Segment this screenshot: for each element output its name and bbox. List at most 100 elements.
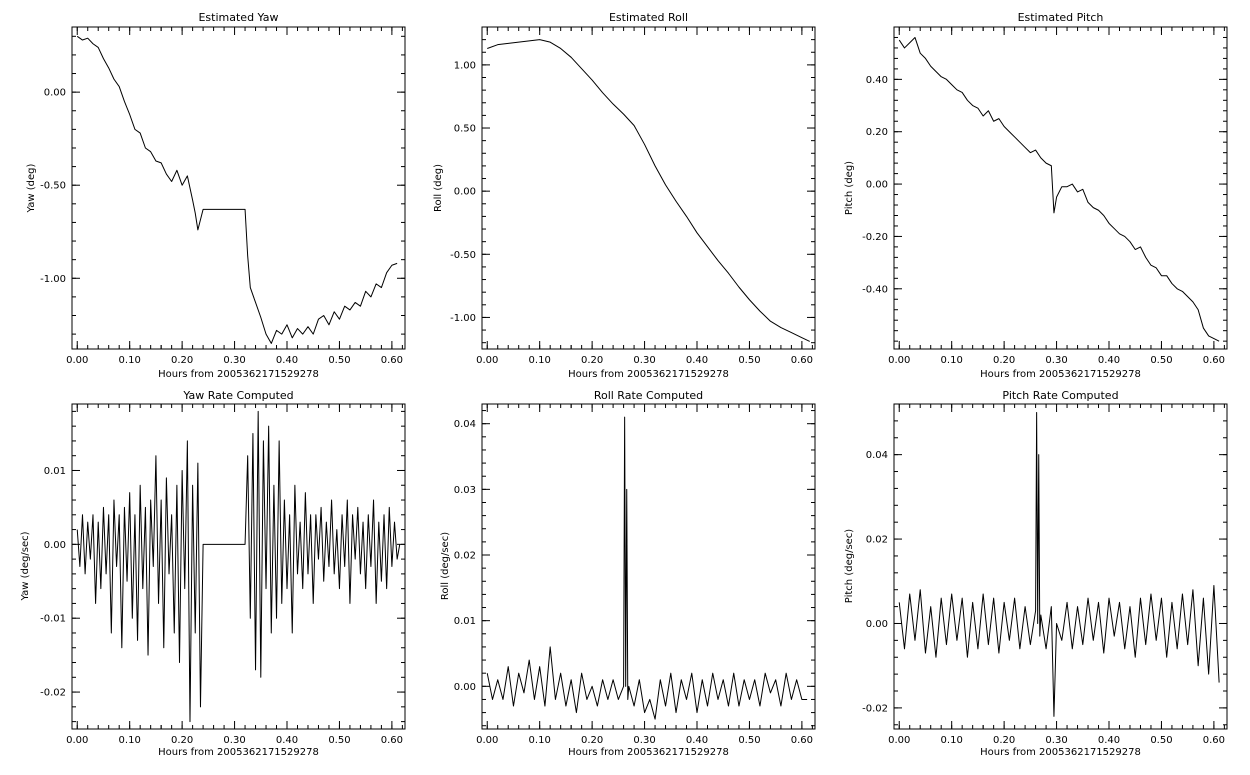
y-tick-label: 0.00 [44,88,66,99]
x-tick-label: 0.50 [738,355,760,366]
x-tick-label: 0.30 [223,355,245,366]
x-tick-label: 0.50 [1150,735,1172,746]
y-tick-label: 0.40 [866,75,888,86]
y-tick-label: 0.20 [866,127,888,138]
panel-title: Estimated Roll [609,11,688,24]
panel-estimated-roll: Estimated Roll Hours from 20053621715292… [433,11,816,380]
panel-title: Estimated Yaw [198,11,278,24]
panel-title: Roll Rate Computed [594,389,703,402]
y-tick-label: -0.40 [862,284,888,295]
plot-frame [893,26,1228,350]
x-tick-label: 0.00 [66,735,88,746]
x-tick-label: 0.20 [581,735,603,746]
series-line [76,35,398,344]
panel-pitch-rate: Pitch Rate Computed Hours from 200536217… [844,389,1228,758]
y-tick-label: 1.00 [454,60,476,71]
y-tick-label: 0.00 [454,682,476,693]
panel-title: Estimated Pitch [1018,11,1104,24]
x-tick-label: 0.10 [119,735,141,746]
y-tick-label: -0.20 [862,232,888,243]
x-tick-label: 0.40 [1098,735,1120,746]
x-tick-label: 0.30 [633,355,655,366]
y-tick-label: 0.02 [454,551,476,562]
y-axis-label: Roll (deg) [433,164,444,212]
x-tick-label: 0.60 [381,355,403,366]
panel-estimated-yaw: Estimated Yaw Hours from 200536217152927… [26,11,406,380]
y-tick-label: -1.00 [40,274,66,285]
y-tick-label: -0.02 [40,688,66,699]
x-tick-label: 0.60 [1203,735,1225,746]
x-tick-label: 0.00 [888,355,910,366]
x-tick-label: 0.00 [476,355,498,366]
x-tick-label: 0.20 [171,355,193,366]
plot-frame [893,403,1228,730]
y-tick-label: 0.02 [866,535,888,546]
y-axis-label: Pitch (deg/sec) [844,529,855,604]
x-axis-label: Hours from 2005362171529278 [158,369,319,380]
x-tick-label: 0.40 [276,355,298,366]
x-tick-label: 0.40 [686,735,708,746]
series-line [486,416,808,720]
x-tick-label: 0.10 [941,735,963,746]
x-tick-label: 0.30 [1045,735,1067,746]
plot-frame [481,26,816,350]
panel-title: Yaw Rate Computed [182,389,293,402]
x-axis-label: Hours from 2005362171529278 [568,747,729,758]
y-tick-label: 0.00 [454,187,476,198]
y-axis-label: Roll (deg/sec) [440,532,451,600]
x-tick-label: 0.00 [888,735,910,746]
y-tick-label: 0.00 [866,619,888,630]
x-axis-label: Hours from 2005362171529278 [568,369,729,380]
x-tick-label: 0.20 [581,355,603,366]
plot-frame [71,403,406,730]
x-axis-label: Hours from 2005362171529278 [980,747,1141,758]
x-tick-label: 0.50 [738,735,760,746]
x-tick-label: 0.20 [993,355,1015,366]
x-tick-label: 0.30 [633,735,655,746]
y-tick-label: 0.00 [44,540,66,551]
x-tick-label: 0.10 [119,355,141,366]
y-tick-label: -0.01 [40,614,66,625]
y-axis-label: Yaw (deg) [26,163,37,213]
x-tick-label: 0.00 [66,355,88,366]
y-tick-label: 0.04 [866,450,888,461]
y-tick-label: -1.00 [450,313,476,324]
y-tick-label: -0.50 [450,250,476,261]
y-tick-label: 0.01 [454,616,476,627]
x-tick-label: 0.50 [1150,355,1172,366]
x-tick-label: 0.60 [791,355,813,366]
x-tick-label: 0.40 [276,735,298,746]
y-axis-label: Yaw (deg/sec) [20,531,31,601]
y-tick-label: 0.01 [44,466,66,477]
x-tick-label: 0.60 [1203,355,1225,366]
x-tick-label: 0.10 [941,355,963,366]
series-line [487,39,810,342]
panel-estimated-pitch: Estimated Pitch Hours from 2005362171529… [844,11,1228,380]
x-tick-label: 0.60 [381,735,403,746]
x-tick-label: 0.00 [476,735,498,746]
x-tick-label: 0.50 [328,355,350,366]
x-tick-label: 0.30 [1045,355,1067,366]
y-tick-label: 0.04 [454,419,476,430]
x-tick-label: 0.40 [686,355,708,366]
x-tick-label: 0.20 [993,735,1015,746]
y-axis-label: Pitch (deg) [844,161,855,215]
series-line [898,411,1220,717]
x-tick-label: 0.30 [223,735,245,746]
x-tick-label: 0.40 [1098,355,1120,366]
plot-frame [481,403,816,730]
panel-yaw-rate: Yaw Rate Computed Hours from 20053621715… [20,389,406,758]
y-tick-label: 0.00 [866,180,888,191]
x-tick-label: 0.10 [529,355,551,366]
y-tick-label: -0.50 [40,181,66,192]
y-tick-label: 0.03 [454,485,476,496]
x-tick-label: 0.60 [791,735,813,746]
panel-title: Pitch Rate Computed [1002,389,1118,402]
x-axis-label: Hours from 2005362171529278 [158,747,319,758]
y-tick-label: 0.50 [454,124,476,135]
x-tick-label: 0.50 [328,735,350,746]
series-line [76,410,401,723]
plot-frame [71,26,406,350]
